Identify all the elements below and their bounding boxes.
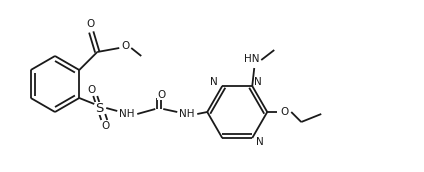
Text: NH: NH (179, 109, 195, 119)
Text: N: N (257, 137, 264, 147)
Text: O: O (280, 107, 288, 117)
Text: NH: NH (120, 109, 135, 119)
Text: N: N (210, 77, 218, 87)
Text: O: O (86, 19, 95, 29)
Text: O: O (87, 85, 95, 95)
Text: N: N (254, 77, 262, 87)
Text: HN: HN (245, 54, 260, 64)
Text: S: S (95, 101, 103, 115)
Text: O: O (121, 41, 129, 51)
Text: O: O (157, 90, 165, 100)
Text: O: O (101, 121, 109, 131)
